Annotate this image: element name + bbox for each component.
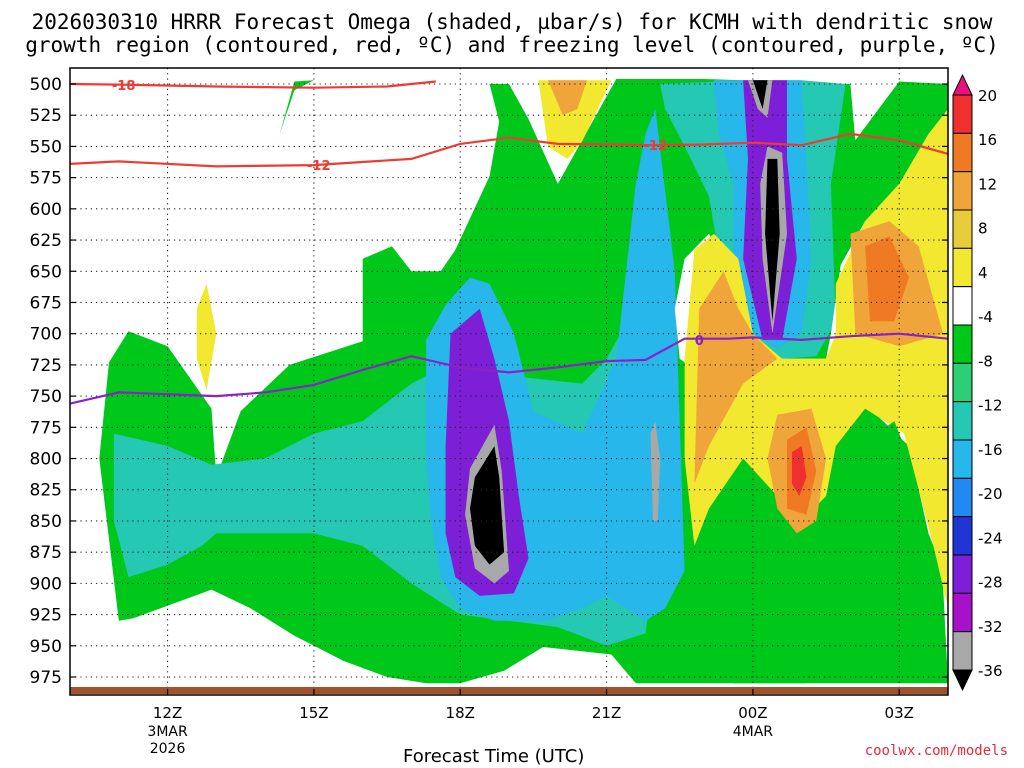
colorbar-bin (952, 439, 973, 479)
x-tick-label: 03Z (885, 704, 914, 722)
y-tick-label: 600 (30, 200, 62, 220)
colorbar-label: -8 (978, 352, 993, 370)
colorbar-bin (952, 209, 973, 249)
x-tick-sublabel-year: 2026 (150, 741, 186, 757)
ground-strip (70, 687, 948, 694)
colorbar-bin (952, 132, 973, 173)
colorbar-label: -36 (978, 662, 1003, 680)
x-tick-label: 15Z (299, 704, 328, 722)
y-tick-label: 575 (30, 169, 62, 189)
colorbar-label: -4 (978, 308, 993, 326)
colorbar-bin (952, 477, 973, 518)
omega-region-yellow (196, 283, 217, 390)
colorbar-label: 8 (978, 220, 988, 238)
y-tick-label: 950 (30, 637, 62, 657)
omega-region-black (470, 446, 505, 565)
colorbar-bin (952, 94, 973, 134)
omega-region-green (723, 545, 807, 684)
y-tick-label: 825 (30, 481, 62, 501)
contour-label: -12 (307, 159, 331, 174)
x-tick-label: 18Z (446, 704, 475, 722)
y-tick-label: 875 (30, 543, 62, 563)
omega-region-blue (635, 133, 668, 534)
colorbar-label: -28 (978, 574, 1003, 592)
contour-label: -12 (644, 139, 668, 154)
colorbar-label: 16 (978, 131, 997, 149)
omega-shading (99, 79, 948, 684)
y-tick-label: 850 (30, 512, 62, 532)
x-tick-label: 00Z (738, 704, 767, 722)
colorbar-label: -32 (978, 618, 1003, 636)
colorbar-label: -24 (978, 529, 1003, 547)
colorbar-bin (952, 631, 973, 671)
y-tick-label: 775 (30, 418, 62, 438)
x-tick-sublabel: 3MAR (147, 724, 188, 740)
colorbar-label: 4 (978, 264, 988, 282)
colorbar: 20 16 12 8 4 -4 -8 -12 -16 -20 -24 -28 -32 -36 (952, 73, 1003, 692)
y-tick-label: 675 (30, 293, 62, 313)
x-tick-label: 12Z (153, 704, 182, 722)
colorbar-bin (952, 247, 973, 288)
contour-dgz-minus12 (70, 132, 948, 168)
plot-frame (69, 67, 949, 696)
colorbar-bin (952, 401, 973, 441)
colorbar-label: 20 (978, 87, 997, 105)
colorbar-top-arrow (952, 73, 973, 96)
omega-region-red (791, 446, 807, 496)
omega-region-black (752, 80, 768, 109)
omega-region-green (860, 421, 909, 509)
y-tick-label: 925 (30, 606, 62, 626)
x-tick-label: 21Z (592, 704, 621, 722)
y-tick-label: 625 (30, 231, 62, 251)
y-tick-label: 750 (30, 387, 62, 407)
contour-label: 0 (695, 334, 704, 349)
contour-dgz-minus18 (70, 80, 436, 89)
colorbar-bin (952, 324, 973, 364)
x-axis-label: Forecast Time (UTC) (403, 746, 585, 767)
credit-label: coolwx.com/models (864, 743, 1008, 759)
colorbar-label: 12 (978, 175, 997, 193)
y-tick-label: 650 (30, 262, 62, 282)
y-tick-label: 725 (30, 356, 62, 376)
y-tick-label: 525 (30, 106, 62, 126)
y-tick-label: 900 (30, 574, 62, 594)
colorbar-label: -20 (978, 485, 1003, 503)
colorbar-bin (952, 516, 973, 556)
contour-freezing-level (70, 332, 948, 405)
omega-region-gold (694, 271, 778, 484)
contour-label: -18 (112, 79, 136, 94)
colorbar-bottom-arrow (952, 669, 973, 692)
colorbar-label: -12 (978, 397, 1003, 415)
omega-region-orange (865, 236, 909, 322)
y-tick-label: 700 (30, 325, 62, 345)
colorbar-bin (952, 554, 973, 594)
chart-title-line-1: 2026030310 HRRR Forecast Omega (shaded, … (31, 10, 993, 34)
colorbar-bin (952, 362, 973, 403)
chart-title-line-2: growth region (contoured, red, ºC) and f… (25, 33, 999, 57)
y-tick-label: 975 (30, 668, 62, 688)
y-tick-label: 500 (30, 75, 62, 95)
y-tick-label: 800 (30, 450, 62, 470)
colorbar-label: -16 (978, 441, 1003, 459)
colorbar-bin (952, 286, 973, 326)
y-tick-label: 550 (30, 137, 62, 157)
colorbar-bin (952, 592, 973, 633)
omega-region-gold (548, 80, 587, 116)
omega-region-gray (650, 421, 661, 521)
colorbar-bin (952, 171, 973, 211)
x-tick-sublabel: 4MAR (733, 724, 774, 740)
